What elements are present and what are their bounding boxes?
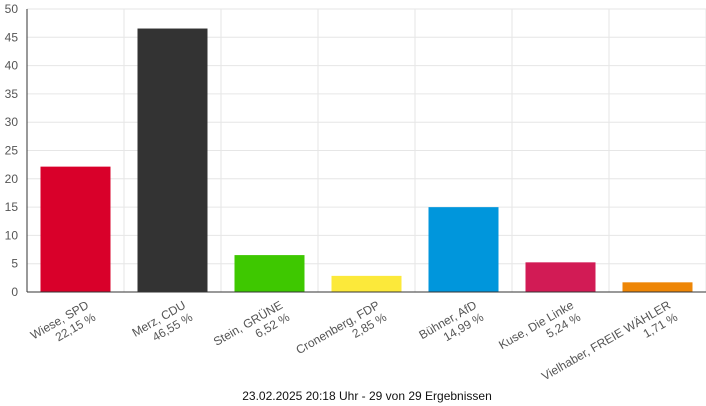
y-tick-label: 50 [5,2,19,16]
y-tick-label: 15 [5,200,19,214]
y-tick-label: 20 [5,172,19,186]
bar [40,166,111,292]
bar [622,282,693,292]
bar [428,207,499,292]
bar [137,28,208,292]
y-tick-label: 5 [11,257,18,271]
y-tick-label: 0 [11,285,18,299]
y-tick-label: 40 [5,59,19,73]
y-tick-label: 30 [5,115,19,129]
y-tick-label: 45 [5,30,19,44]
gridlines [26,8,706,293]
y-tick-label: 25 [5,144,19,158]
y-tick-label: 10 [5,228,19,242]
bar [234,255,305,292]
results-status: 23.02.2025 20:18 Uhr - 29 von 29 Ergebni… [242,389,492,403]
bar [525,262,596,292]
y-tick-label: 35 [5,87,19,101]
bars [40,28,693,292]
y-axis-ticks: 0 5 10 15 20 25 30 35 40 45 50 [5,2,19,299]
bar [331,275,402,292]
